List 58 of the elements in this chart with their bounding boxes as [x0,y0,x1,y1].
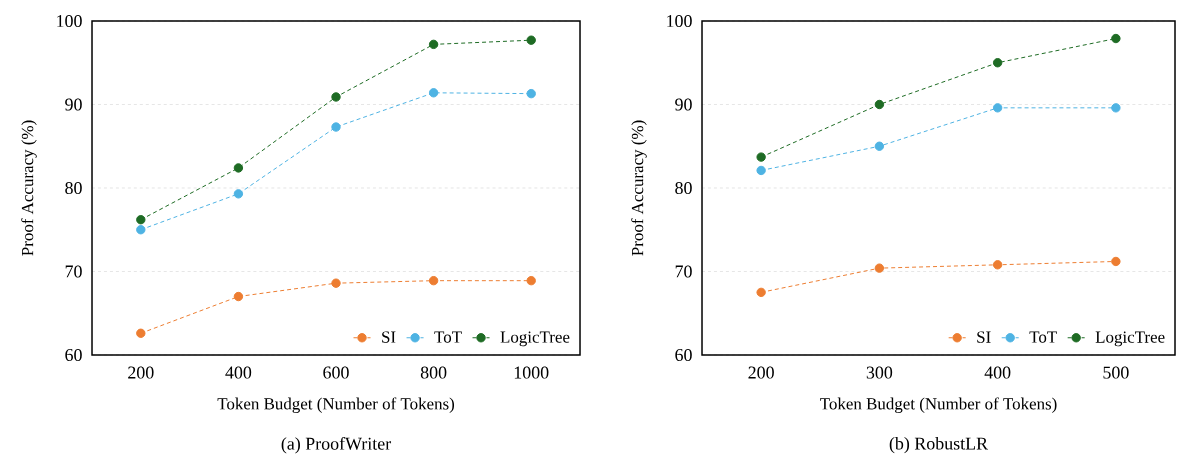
point [428,275,439,286]
x-tick-label: 1000 [514,366,549,379]
y-axis-title: Proof Accuracy (%) [21,120,37,256]
point [526,275,536,286]
point [1111,256,1121,267]
x-tick-label: 300 [866,366,893,379]
legend-label: SI [382,331,396,343]
y-axis-title: Proof Accuracy (%) [631,120,647,256]
y-tick-label: 70 [65,265,82,278]
point [526,35,536,45]
point [233,163,244,173]
point [428,88,439,98]
x-tick-label: 400 [225,366,252,379]
x-tick-label: 200 [128,366,154,379]
point [1111,33,1121,44]
point [526,88,536,99]
x-tick-label: 400 [984,366,1011,379]
x-tick-label: 500 [1103,366,1129,379]
y-tick-label: 60 [65,348,82,362]
x-tick-label: 200 [748,366,774,379]
point [874,141,885,151]
legend-label: LogicTree [1095,331,1165,347]
point [233,291,244,302]
point [233,189,244,199]
point [331,92,341,102]
x-axis-title: Token Budget (Number of Tokens) [217,397,455,414]
x-tick-label: 800 [420,366,447,379]
legend-label: LogicTree [500,331,570,347]
y-tick-label: 100 [57,14,82,28]
y-tick-label: 90 [675,98,692,111]
point [136,328,146,338]
point [874,263,885,273]
legend-label: ToT [434,331,462,343]
y-tick-label: 70 [675,265,692,278]
point [136,215,146,225]
point [428,39,439,50]
point [756,165,766,176]
y-tick-label: 90 [65,98,82,111]
y-tick-label: 60 [675,348,692,362]
y-tick-label: 80 [675,181,692,195]
point [331,122,341,132]
point [756,287,766,298]
point [331,278,341,288]
x-tick-label: 600 [323,366,349,379]
y-tick-label: 80 [65,181,82,195]
legend-label: ToT [1029,331,1057,343]
point [1111,103,1121,113]
point [756,152,766,162]
point [992,103,1003,113]
legend-label: SI [977,331,991,343]
y-tick-label: 100 [667,14,692,28]
point [992,58,1003,68]
text: (b) RobustLR [889,436,989,454]
text: (a) ProofWriter [281,437,392,454]
point [992,260,1003,270]
point [136,225,146,235]
point [874,99,885,110]
x-axis-title: Token Budget (Number of Tokens) [820,397,1057,414]
